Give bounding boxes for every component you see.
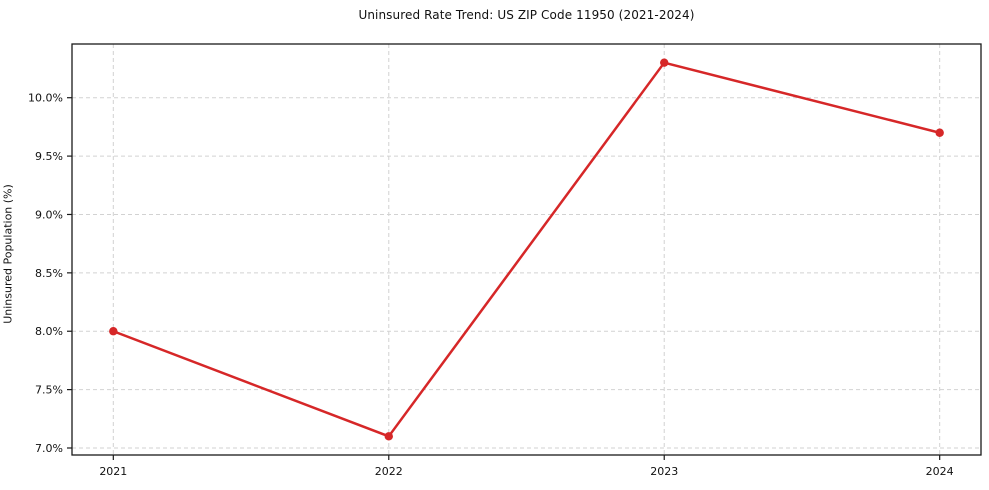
y-tick-label: 9.0% <box>35 208 63 221</box>
y-tick-label: 9.5% <box>35 150 63 163</box>
axes-spines <box>71 43 982 456</box>
y-tick-label: 8.0% <box>35 325 63 338</box>
x-tick-label: 2022 <box>375 465 403 478</box>
data-point-marker <box>660 58 669 67</box>
x-tick-label: 2024 <box>926 465 954 478</box>
trend-line <box>112 61 941 438</box>
data-point-marker <box>935 128 944 137</box>
x-tick-label: 2023 <box>650 465 678 478</box>
data-point-marker <box>384 432 393 441</box>
y-tick-label: 8.5% <box>35 267 63 280</box>
y-tick-label: 7.0% <box>35 442 63 455</box>
data-point-marker <box>109 327 118 336</box>
y-tick-label: 10.0% <box>28 92 63 105</box>
y-tick-label: 7.5% <box>35 384 63 397</box>
chart-title: Uninsured Rate Trend: US ZIP Code 11950 … <box>358 8 695 22</box>
x-tick-label: 2021 <box>99 465 127 478</box>
